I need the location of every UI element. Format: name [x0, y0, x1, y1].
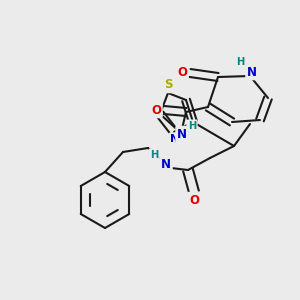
Text: H: H	[236, 57, 244, 67]
Text: N: N	[247, 65, 257, 79]
Text: N: N	[177, 128, 187, 140]
Text: N: N	[161, 158, 171, 170]
Text: O: O	[151, 103, 161, 116]
Text: O: O	[189, 194, 199, 206]
Text: S: S	[164, 79, 172, 92]
Text: H: H	[150, 150, 158, 160]
Text: H: H	[188, 121, 196, 131]
Text: N: N	[170, 134, 180, 144]
Text: O: O	[177, 67, 187, 80]
